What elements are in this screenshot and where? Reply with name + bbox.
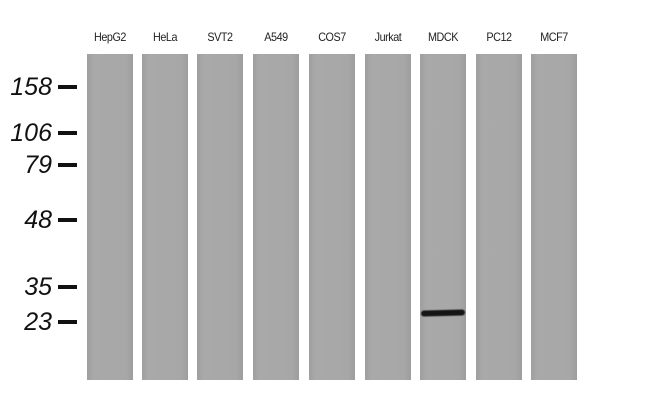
marker-label: 48 [24, 206, 52, 234]
lane-label: A549 [264, 30, 288, 44]
marker-dash [58, 163, 77, 167]
lane-mcf7 [531, 54, 577, 380]
marker-dash [58, 320, 77, 324]
marker-label: 23 [24, 308, 52, 336]
marker-48: 48 [0, 207, 80, 233]
lane-hepg2 [87, 54, 133, 380]
marker-35: 35 [0, 274, 80, 300]
lane-jurkat [365, 54, 411, 380]
marker-label: 79 [24, 151, 52, 179]
marker-label: 106 [10, 119, 52, 147]
lane-hela [142, 54, 188, 380]
marker-dash [58, 85, 77, 89]
lane-label: HeLa [152, 30, 178, 44]
marker-label: 35 [24, 273, 52, 301]
lane-a549 [253, 54, 299, 380]
marker-dash [58, 218, 77, 222]
protein-band-mdck [420, 309, 466, 317]
lane-mdck [420, 54, 466, 380]
marker-label: 158 [10, 73, 52, 101]
marker-79: 79 [0, 152, 80, 178]
marker-158: 158 [0, 74, 80, 100]
lane-label: MCF7 [540, 30, 568, 44]
lane-label: COS7 [318, 30, 346, 44]
lane-label: Jurkat [374, 30, 402, 44]
marker-23: 23 [0, 309, 80, 335]
lane-label: MDCK [427, 30, 459, 44]
marker-106: 106 [0, 120, 80, 146]
marker-dash [58, 131, 77, 135]
lane-pc12 [476, 54, 522, 380]
marker-dash [58, 285, 77, 289]
lane-label: PC12 [486, 30, 512, 44]
lane-cos7 [309, 54, 355, 380]
lane-svt2 [197, 54, 243, 380]
lane-label: HepG2 [94, 30, 126, 44]
lane-label: SVT2 [207, 30, 233, 44]
